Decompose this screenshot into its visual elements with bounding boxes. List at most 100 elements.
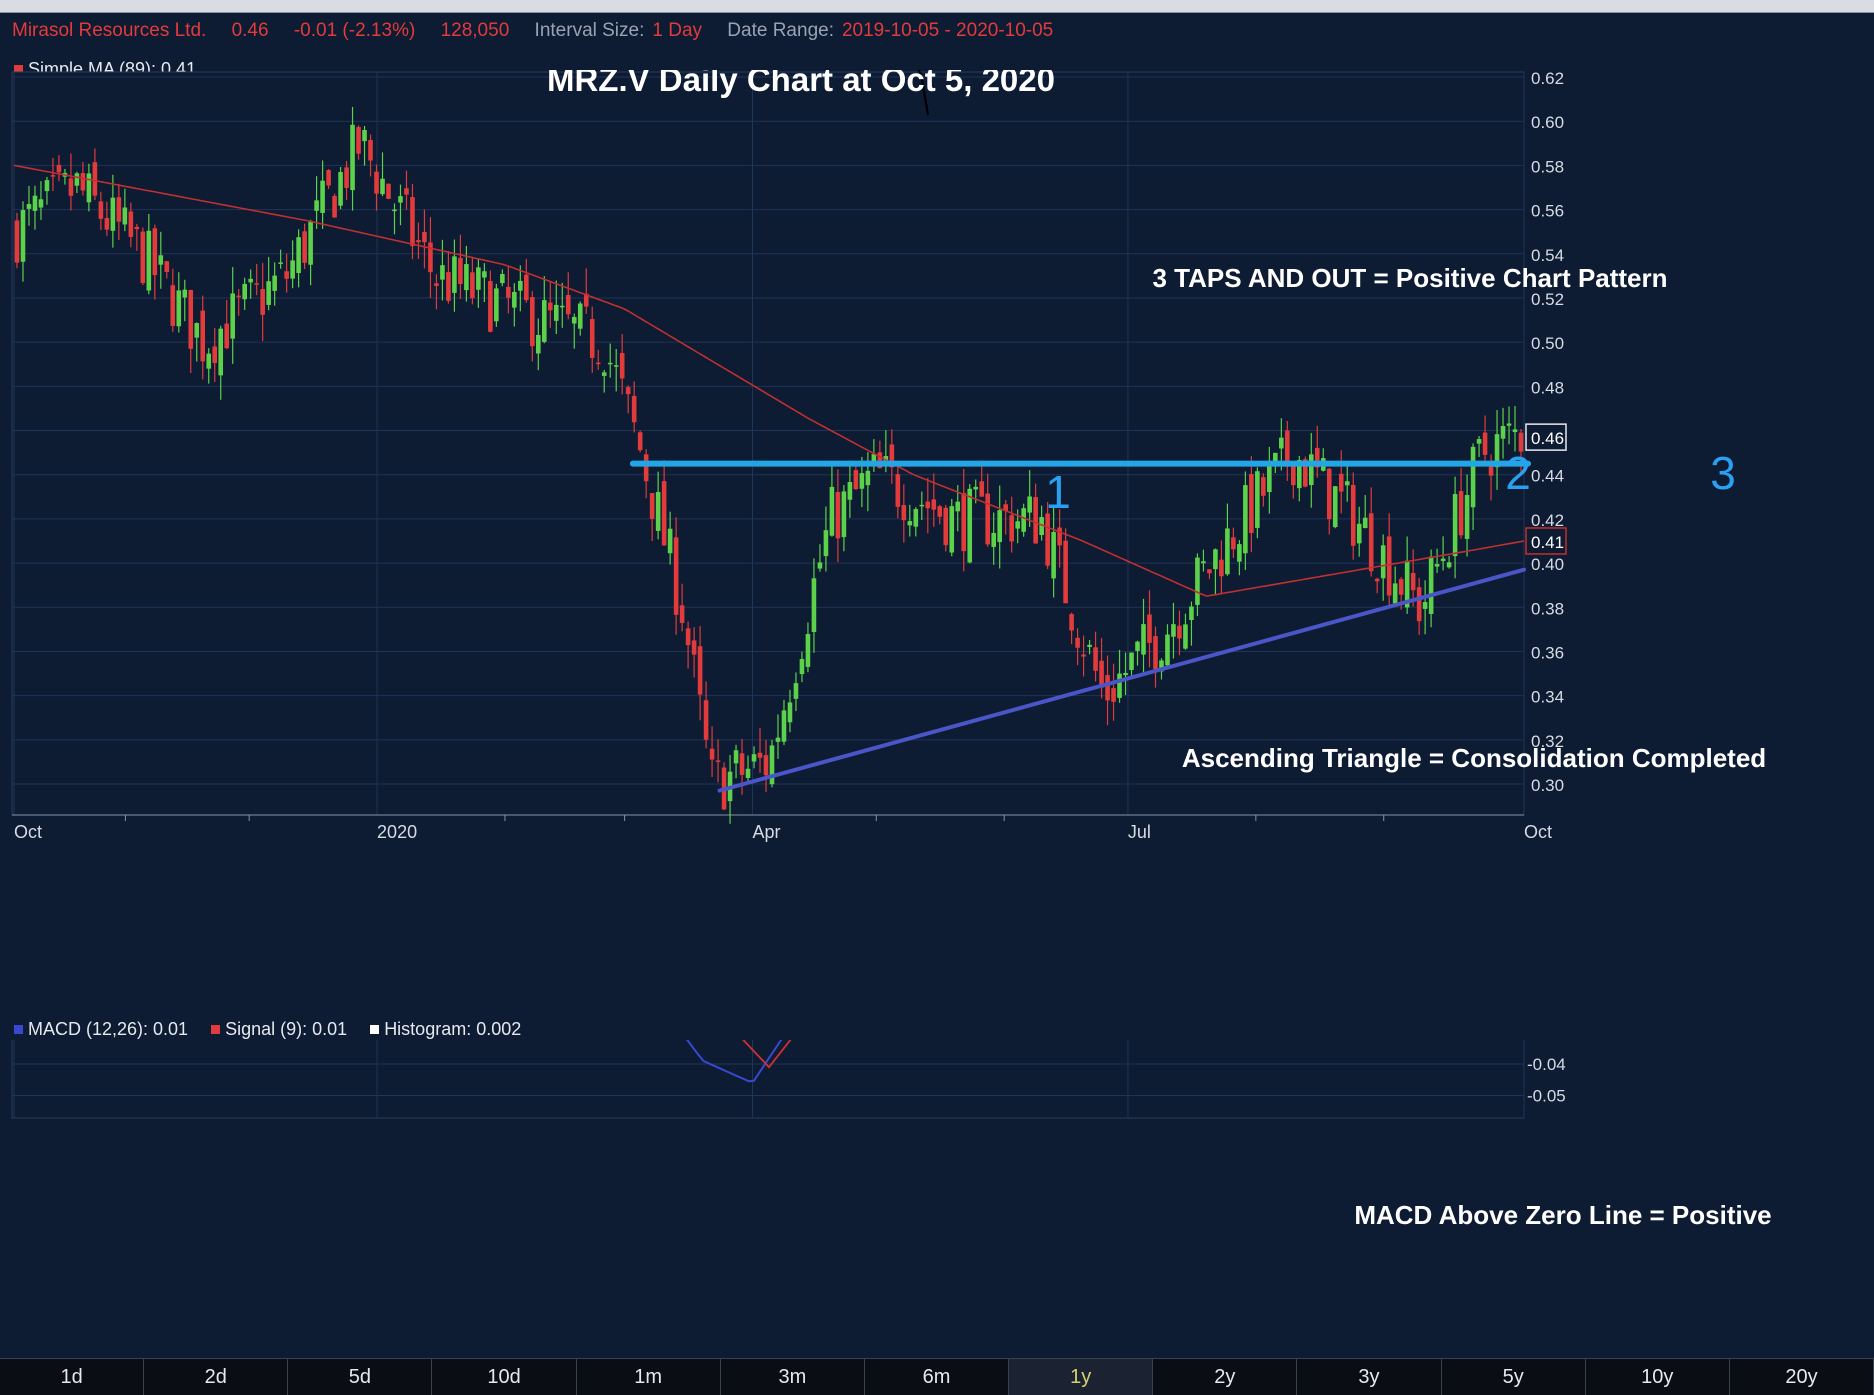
candle-body [571, 316, 577, 324]
candle-body [530, 297, 535, 347]
candle-body [1237, 544, 1242, 562]
candle-body [733, 750, 739, 764]
candle-body [835, 491, 841, 539]
quote-info-bar: Mirasol Resources Ltd. 0.46 -0.01 (-2.13… [12, 20, 1073, 46]
price-x-tick-label: Apr [752, 822, 780, 842]
candle-body [68, 178, 74, 196]
range-button-10d[interactable]: 10d [432, 1359, 577, 1395]
interval-value[interactable]: 1 Day [652, 20, 703, 41]
date-range-value[interactable]: 2019-10-05 - 2020-10-05 [841, 20, 1054, 41]
company-name: Mirasol Resources Ltd. [12, 20, 207, 41]
candle-body [1500, 425, 1506, 439]
price-y-tick-label: 0.30 [1531, 776, 1564, 795]
candle-body [991, 532, 997, 547]
candle-body [649, 493, 655, 519]
candle-body [1494, 434, 1500, 468]
candle-body [1285, 430, 1290, 467]
price-chart[interactable]: 0.30 0.32 0.34 0.36 0.38 0.40 0.42 0.44 0.46 0.48… [0, 70, 1874, 1020]
candle-body [985, 493, 991, 545]
candle-body [170, 285, 176, 326]
candle-body [14, 220, 20, 263]
candle-body [1356, 523, 1362, 544]
range-button-6m[interactable]: 6m [864, 1359, 1010, 1395]
candle-body [524, 274, 529, 301]
candle-body [470, 272, 475, 299]
price-y-tick-label: 0.52 [1531, 290, 1564, 309]
candle-body [931, 499, 937, 510]
candle-body [392, 209, 397, 212]
range-button-5y[interactable]: 5y [1441, 1359, 1586, 1395]
price-y-tick-label: 0.58 [1531, 157, 1564, 176]
candle-body [248, 278, 253, 283]
candle-body [715, 760, 721, 762]
range-button-2y[interactable]: 2y [1153, 1359, 1298, 1395]
candle-body [326, 170, 331, 186]
range-selector: 1d 2d 5d 10d 1m 3m 6m 1y 2y 3y 5y 10y 20y [0, 1358, 1874, 1395]
candle-body [482, 271, 487, 278]
candle-body [877, 452, 883, 469]
candle-body [1267, 464, 1272, 493]
candle-body [1261, 477, 1266, 496]
candle-body [494, 288, 499, 322]
candle-body [74, 173, 80, 186]
candle-body [1039, 517, 1044, 536]
range-button-20y[interactable]: 20y [1729, 1359, 1874, 1395]
candle-body [607, 362, 613, 365]
sma-89-line [13, 164, 1525, 597]
candle-body [853, 470, 859, 490]
candle-body [1506, 423, 1512, 426]
tap-number-1: 1 [1045, 466, 1071, 518]
candle-body [1404, 560, 1410, 608]
macd-swatch [14, 1025, 23, 1034]
candle-body [1446, 562, 1452, 568]
candle-body [751, 754, 757, 762]
candle-body [769, 745, 775, 785]
candle-body [787, 702, 793, 723]
candle-body [1201, 561, 1206, 564]
candle-body [709, 748, 715, 760]
range-button-3m[interactable]: 3m [720, 1359, 865, 1395]
candle-body [446, 272, 451, 301]
candle-body [122, 207, 128, 225]
candle-body [595, 362, 601, 365]
macd-chart[interactable]: 0.020.010.00-0.01-0.02-0.03-0.04-0.050.0… [0, 1040, 1874, 1358]
range-button-10y[interactable]: 10y [1585, 1359, 1730, 1395]
candle-body [1470, 446, 1476, 508]
volume: 128,050 [440, 20, 510, 41]
candle-body [805, 634, 811, 667]
candle-body [518, 280, 523, 291]
candle-body [32, 195, 38, 211]
candle-body [1111, 688, 1116, 702]
candle-body [1087, 644, 1092, 647]
macd-y-tick-label: -0.03 [1527, 1040, 1566, 1043]
candle-body [973, 486, 979, 490]
candle-body [667, 528, 673, 554]
candle-body [1350, 484, 1356, 546]
price-change: -0.01 (-2.13%) [293, 20, 416, 41]
range-button-5d[interactable]: 5d [288, 1359, 433, 1395]
candle-body [1386, 536, 1392, 596]
date-range-label: Date Range: [727, 20, 834, 41]
candle-body [398, 196, 403, 203]
range-button-2d[interactable]: 2d [144, 1359, 289, 1395]
candle-body [1231, 537, 1236, 550]
range-button-1d[interactable]: 1d [0, 1359, 145, 1395]
last-price-marker-box [1525, 423, 1567, 451]
candle-body [266, 281, 271, 305]
candle-body [356, 127, 361, 154]
candle-body [1141, 624, 1146, 655]
candle-body [452, 256, 457, 293]
candle-body [967, 488, 973, 563]
candle-body [961, 493, 967, 552]
candle-body [1081, 654, 1086, 657]
candle-body [308, 221, 313, 265]
range-button-1m[interactable]: 1m [576, 1359, 721, 1395]
candle-body [979, 481, 985, 497]
ma-value-marker-label: 0.41 [1531, 533, 1564, 552]
candle-body [589, 319, 595, 358]
price-x-tick-label: Oct [1524, 822, 1552, 842]
candle-body [1338, 473, 1344, 492]
range-button-1y[interactable]: 1y [1009, 1359, 1154, 1395]
candle-body [1147, 614, 1152, 643]
range-button-3y[interactable]: 3y [1297, 1359, 1442, 1395]
